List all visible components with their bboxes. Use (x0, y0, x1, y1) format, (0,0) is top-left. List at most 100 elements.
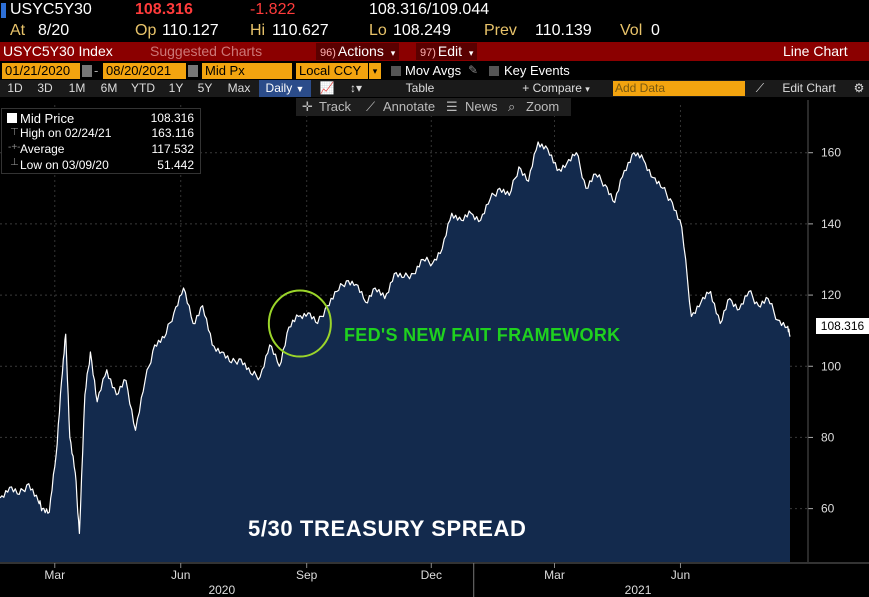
series-swatch[interactable] (7, 113, 17, 123)
vol-value: 0 (651, 22, 660, 39)
bid-ask: 108.316/109.044 (369, 1, 490, 18)
suggested-charts-label: Suggested Charts (150, 43, 263, 59)
period-toolbar: 1D 3D 1M 6M YTD 1Y 5Y Max Daily ▼ 📈 ↕▾ T… (0, 80, 869, 97)
currency-selector[interactable]: Local CCY (296, 63, 368, 79)
quote-header: USYC5Y30 108.316 -1.822 108.316/109.044 (0, 0, 869, 21)
edit-label: Edit (437, 43, 463, 59)
chart-plot[interactable]: 60 80 100 120 140 160 Mar Jun Sep Dec Mar Jun 2020 2… (0, 97, 869, 597)
low-value: 108.249 (393, 22, 451, 39)
edit-number: 97) (420, 47, 436, 59)
quote-details: At 8/20 Op 110.127 Hi 110.627 Lo 108.249… (0, 21, 869, 41)
chart-type-label: Line Chart (783, 43, 848, 59)
ticker-flag (1, 3, 6, 18)
edit-chart-button[interactable]: Edit Chart (782, 81, 836, 95)
actions-label: Actions (337, 43, 384, 59)
open-value: 110.127 (162, 22, 219, 39)
period-1d[interactable]: 1D (7, 81, 23, 95)
period-1m[interactable]: 1M (68, 81, 86, 95)
gear-icon[interactable]: ⚙ (853, 81, 865, 95)
fait-annotation: FED'S NEW FAIT FRAMEWORK (344, 325, 621, 345)
y-tick-label: 100 (821, 359, 841, 373)
period-ytd[interactable]: YTD (131, 81, 155, 95)
low-label: Lo (369, 22, 387, 39)
high-label: Hi (250, 22, 266, 39)
y-axis: 60 80 100 120 140 160 (807, 100, 841, 562)
suggested-charts-button[interactable]: Suggested Charts (150, 43, 262, 59)
chart-tools: ✛ Track ⟋ Annotate ☰ News ⌕ Zoom (296, 98, 571, 116)
wrench-icon[interactable]: ⟋ (755, 81, 765, 95)
chevron-down-icon: ▾ (468, 48, 474, 58)
series-area-fill (0, 142, 790, 562)
calendar-icon[interactable] (188, 65, 198, 77)
x-tick-label: Sep (296, 568, 318, 582)
line-chart-icon[interactable]: 📈 (319, 81, 335, 95)
compare-button[interactable]: + Compare ▾ (510, 80, 602, 97)
zoom-button[interactable]: Zoom (526, 99, 560, 114)
track-button[interactable]: Track (319, 99, 352, 114)
y-tick-label: 120 (821, 288, 841, 302)
low-marker-icon: ⊥ (10, 157, 19, 168)
year-label: 2021 (625, 583, 652, 597)
legend-series-name: Mid Price (20, 111, 75, 126)
x-tick-label: Mar (44, 568, 65, 582)
legend-low-label: Low on 03/09/20 (20, 158, 109, 172)
x-tick-label: Jun (171, 568, 190, 582)
legend-average-value: 117.532 (151, 142, 195, 156)
edit-button[interactable]: 97) Edit ▾ (416, 43, 478, 60)
high-value: 110.627 (272, 22, 329, 39)
legend-high-label: High on 02/24/21 (20, 126, 112, 140)
chevron-down-icon[interactable]: ▾ (369, 63, 381, 79)
key-events-checkbox[interactable] (489, 66, 499, 76)
period-1y[interactable]: 1Y (168, 81, 184, 95)
last-price-tag: 108.316 (816, 318, 869, 334)
actions-button[interactable]: 96) Actions ▾ (316, 43, 400, 60)
end-date-field[interactable]: 08/20/2021 (103, 63, 186, 79)
net-change: -1.822 (250, 1, 296, 18)
pencil-icon[interactable]: ✎ (468, 63, 479, 77)
x-tick-label: Jun (671, 568, 690, 582)
legend-average-label: Average (20, 142, 65, 156)
x-tick-label: Dec (421, 568, 442, 582)
news-icon: ☰ (446, 99, 458, 114)
frequency-label: Daily (265, 81, 293, 95)
field-selector[interactable]: Mid Px (202, 63, 292, 79)
prev-label: Prev (484, 22, 517, 39)
series-line (0, 141, 791, 535)
key-events-label: Key Events (504, 63, 570, 78)
chevron-down-icon: ▼ (295, 84, 305, 94)
annotate-button[interactable]: Annotate (383, 99, 436, 114)
x-tick-label: Mar (544, 568, 565, 582)
legend-low-value: 51.442 (157, 158, 194, 172)
average-marker-icon: -+- (8, 142, 21, 153)
year-label: 2020 (208, 583, 235, 597)
mov-avgs-label: Mov Avgs (405, 63, 462, 78)
bar-style-icon[interactable]: ↕▾ (349, 81, 363, 95)
ticker[interactable]: USYC5Y30 (10, 1, 92, 18)
crosshair-icon: ✛ (302, 99, 313, 114)
calendar-icon[interactable] (82, 65, 92, 77)
security-name[interactable]: USYC5Y30 Index (3, 43, 113, 59)
annotate-icon: ⟋ (366, 99, 376, 114)
chart-caption: 5/30 TREASURY SPREAD (248, 516, 527, 541)
period-3d[interactable]: 3D (37, 81, 53, 95)
open-label: Op (135, 22, 157, 39)
y-tick-label: 60 (821, 502, 835, 516)
period-5y[interactable]: 5Y (197, 81, 213, 95)
legend-series-value: 108.316 (150, 111, 194, 125)
at-label: At (10, 22, 26, 39)
chevron-down-icon: ▾ (390, 48, 396, 58)
last-price: 108.316 (135, 1, 193, 18)
security-toolbar: USYC5Y30 Index Suggested Charts 96) Actio… (0, 42, 869, 61)
plus-icon: + (522, 81, 530, 95)
frequency-selector[interactable]: Daily ▼ (259, 80, 311, 97)
period-max[interactable]: Max (227, 81, 251, 95)
actions-number: 96) (320, 47, 336, 59)
chevron-down-icon: ▾ (585, 84, 590, 94)
news-button[interactable]: News (465, 99, 498, 114)
add-data-input[interactable]: Add Data (613, 81, 745, 96)
date-separator: - (94, 63, 99, 78)
period-6m[interactable]: 6M (100, 81, 118, 95)
mov-avgs-checkbox[interactable] (391, 66, 401, 76)
table-button[interactable]: Table (405, 81, 435, 95)
start-date-field[interactable]: 01/21/2020 (2, 63, 80, 79)
